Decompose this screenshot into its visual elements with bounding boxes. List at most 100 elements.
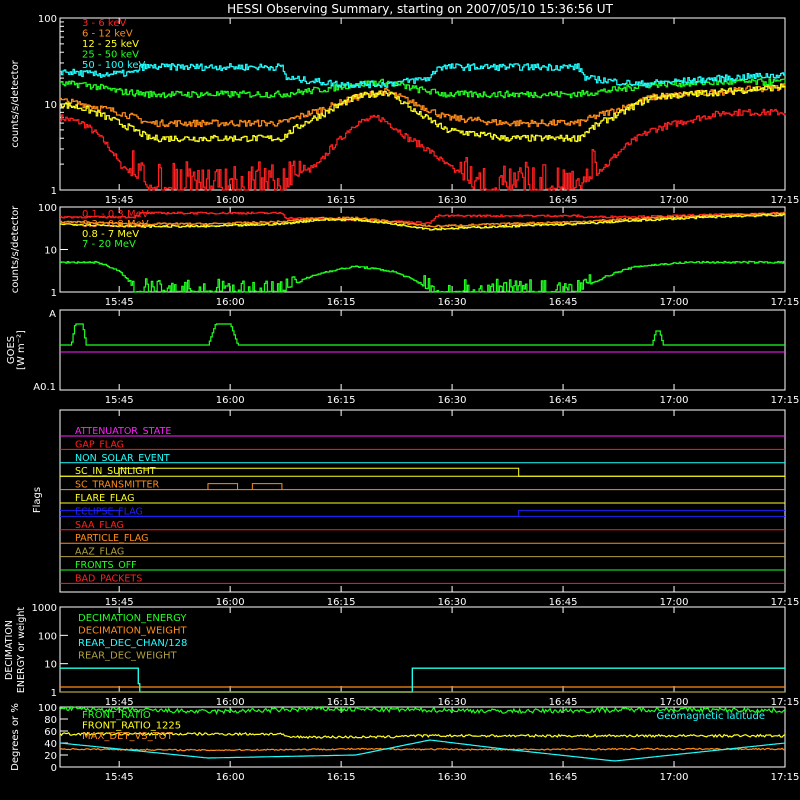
x-tick-label: 16:15 bbox=[327, 395, 356, 406]
x-tick-label: 16:45 bbox=[549, 597, 578, 608]
y-tick-label: A bbox=[49, 309, 56, 320]
flag-eclipse-line bbox=[60, 509, 785, 517]
flag-transmitter-line bbox=[207, 483, 283, 490]
flag-label: BAD_PACKETS bbox=[75, 573, 142, 584]
x-tick-label: 17:00 bbox=[660, 772, 689, 783]
legend-entry-p1: 25 - 50 keV bbox=[82, 50, 139, 61]
legend-entry-p1: 6 - 12 keV bbox=[82, 29, 133, 40]
y-tick-label: 40 bbox=[44, 739, 57, 750]
x-tick-label: 15:45 bbox=[105, 395, 134, 406]
y-axis-label: DECIMATION bbox=[4, 620, 15, 680]
flag-label: ATTENUATOR_STATE bbox=[75, 426, 171, 437]
x-tick-label: 16:00 bbox=[216, 395, 245, 406]
panel-frame bbox=[59, 706, 786, 768]
legend-entry-p2: 7 - 20 MeV bbox=[82, 239, 136, 250]
x-tick-label: 16:30 bbox=[438, 772, 467, 783]
legend-entry-p6: MAX_DET_VS_TOT bbox=[82, 731, 174, 742]
x-tick-label: 17:15 bbox=[771, 697, 800, 708]
panel-frame bbox=[59, 309, 786, 391]
y-tick-label: 1 bbox=[51, 186, 57, 197]
legend-entry-p1: 3 - 6 keV bbox=[82, 18, 126, 29]
y-axis-label: Flags bbox=[32, 487, 43, 513]
legend-entry-p6: FRONT_RATIO bbox=[82, 710, 151, 721]
x-tick-label: 15:45 bbox=[105, 297, 134, 308]
y-tick-label: 10 bbox=[44, 246, 57, 257]
series-line-p5-0 bbox=[60, 667, 785, 693]
y-axis-label: [W m⁻²] bbox=[16, 330, 27, 370]
x-tick-label: 17:00 bbox=[660, 297, 689, 308]
x-tick-label: 16:00 bbox=[216, 597, 245, 608]
series-line-p1-3 bbox=[60, 78, 786, 99]
legend-entry-p6-right: Geomagnetic latitude bbox=[657, 711, 765, 722]
panel-frame bbox=[59, 409, 786, 593]
y-tick-label: 10 bbox=[44, 100, 57, 111]
x-tick-label: 17:00 bbox=[660, 697, 689, 708]
x-tick-label: 16:45 bbox=[549, 195, 578, 206]
legend-entry-p2: 0.3 - 0.8 MeV bbox=[82, 219, 149, 230]
flag-label: SC_IN_SUNLIGHT bbox=[75, 466, 156, 477]
legend-entry-p2: 0.8 - 7 MeV bbox=[82, 229, 139, 240]
y-tick-label: 1000 bbox=[32, 603, 57, 614]
series-line-p6-1 bbox=[59, 731, 786, 740]
series-line-p6-3 bbox=[59, 739, 786, 762]
x-tick-label: 16:15 bbox=[327, 697, 356, 708]
x-tick-label: 17:15 bbox=[771, 297, 800, 308]
x-tick-label: 17:15 bbox=[771, 195, 800, 206]
x-tick-label: 16:15 bbox=[327, 195, 356, 206]
series-line-p1-0 bbox=[60, 108, 786, 191]
x-tick-label: 16:00 bbox=[216, 772, 245, 783]
flag-label: FRONTS_OFF bbox=[75, 560, 137, 571]
x-tick-label: 16:30 bbox=[438, 195, 467, 206]
x-tick-label: 16:15 bbox=[327, 772, 356, 783]
series-line-p1-4 bbox=[60, 63, 786, 89]
x-tick-label: 17:00 bbox=[660, 395, 689, 406]
legend-entry-p5: DECIMATION_WEIGHT bbox=[78, 626, 187, 637]
y-tick-label: 20 bbox=[44, 751, 57, 762]
series-line-p6-0 bbox=[59, 705, 786, 716]
x-tick-label: 15:45 bbox=[105, 697, 134, 708]
x-tick-label: 16:00 bbox=[216, 697, 245, 708]
x-tick-label: 17:15 bbox=[771, 597, 800, 608]
x-tick-label: 16:45 bbox=[549, 772, 578, 783]
flag-label: GAP_FLAG bbox=[75, 439, 124, 450]
series-line-p1-2 bbox=[60, 83, 786, 143]
y-tick-label: 10 bbox=[44, 660, 57, 671]
series-line-p2-0 bbox=[60, 211, 786, 225]
x-tick-label: 17:00 bbox=[660, 597, 689, 608]
series-line-p5-2 bbox=[60, 667, 785, 693]
x-tick-label: 16:30 bbox=[438, 297, 467, 308]
series-line-p2-2 bbox=[60, 213, 786, 231]
x-tick-label: 16:30 bbox=[438, 395, 467, 406]
x-tick-label: 16:45 bbox=[549, 697, 578, 708]
y-axis-label: counts/s/detector bbox=[10, 59, 21, 147]
x-tick-label: 17:15 bbox=[771, 395, 800, 406]
flag-label: ECLIPSE_FLAG bbox=[75, 506, 143, 517]
x-tick-label: 16:15 bbox=[327, 597, 356, 608]
flag-label: SAA_FLAG bbox=[75, 520, 124, 531]
x-tick-label: 16:00 bbox=[216, 297, 245, 308]
y-tick-label: 100 bbox=[38, 631, 57, 642]
y-tick-label: 100 bbox=[38, 14, 57, 25]
legend-entry-p1: 12 - 25 keV bbox=[82, 39, 139, 50]
x-tick-label: 16:30 bbox=[438, 597, 467, 608]
flag-label: FLARE_FLAG bbox=[75, 493, 135, 504]
legend-entry-p5: REAR_DEC_CHAN/128 bbox=[78, 638, 187, 649]
legend-entry-p5: DECIMATION_ENERGY bbox=[78, 613, 187, 624]
flag-label: PARTICLE_FLAG bbox=[75, 533, 148, 544]
x-tick-label: 16:45 bbox=[549, 395, 578, 406]
series-line-p6-2 bbox=[59, 747, 785, 752]
series-line-p2-3 bbox=[60, 260, 786, 293]
x-tick-label: 16:45 bbox=[549, 297, 578, 308]
x-tick-label: 16:00 bbox=[216, 195, 245, 206]
x-tick-label: 17:15 bbox=[771, 772, 800, 783]
flag-label: SC_TRANSMITTER bbox=[75, 480, 160, 491]
y-axis-label: ENERGY or weight bbox=[16, 607, 27, 693]
series-line-p1-1 bbox=[60, 83, 786, 128]
y-tick-label: A0.1 bbox=[33, 382, 56, 393]
flag-label: NON_SOLAR_EVENT bbox=[75, 453, 170, 464]
legend-entry-p2: 0.1 - 0.3 MeV bbox=[82, 209, 149, 220]
x-tick-label: 15:45 bbox=[105, 195, 134, 206]
y-tick-label: 100 bbox=[38, 703, 57, 714]
